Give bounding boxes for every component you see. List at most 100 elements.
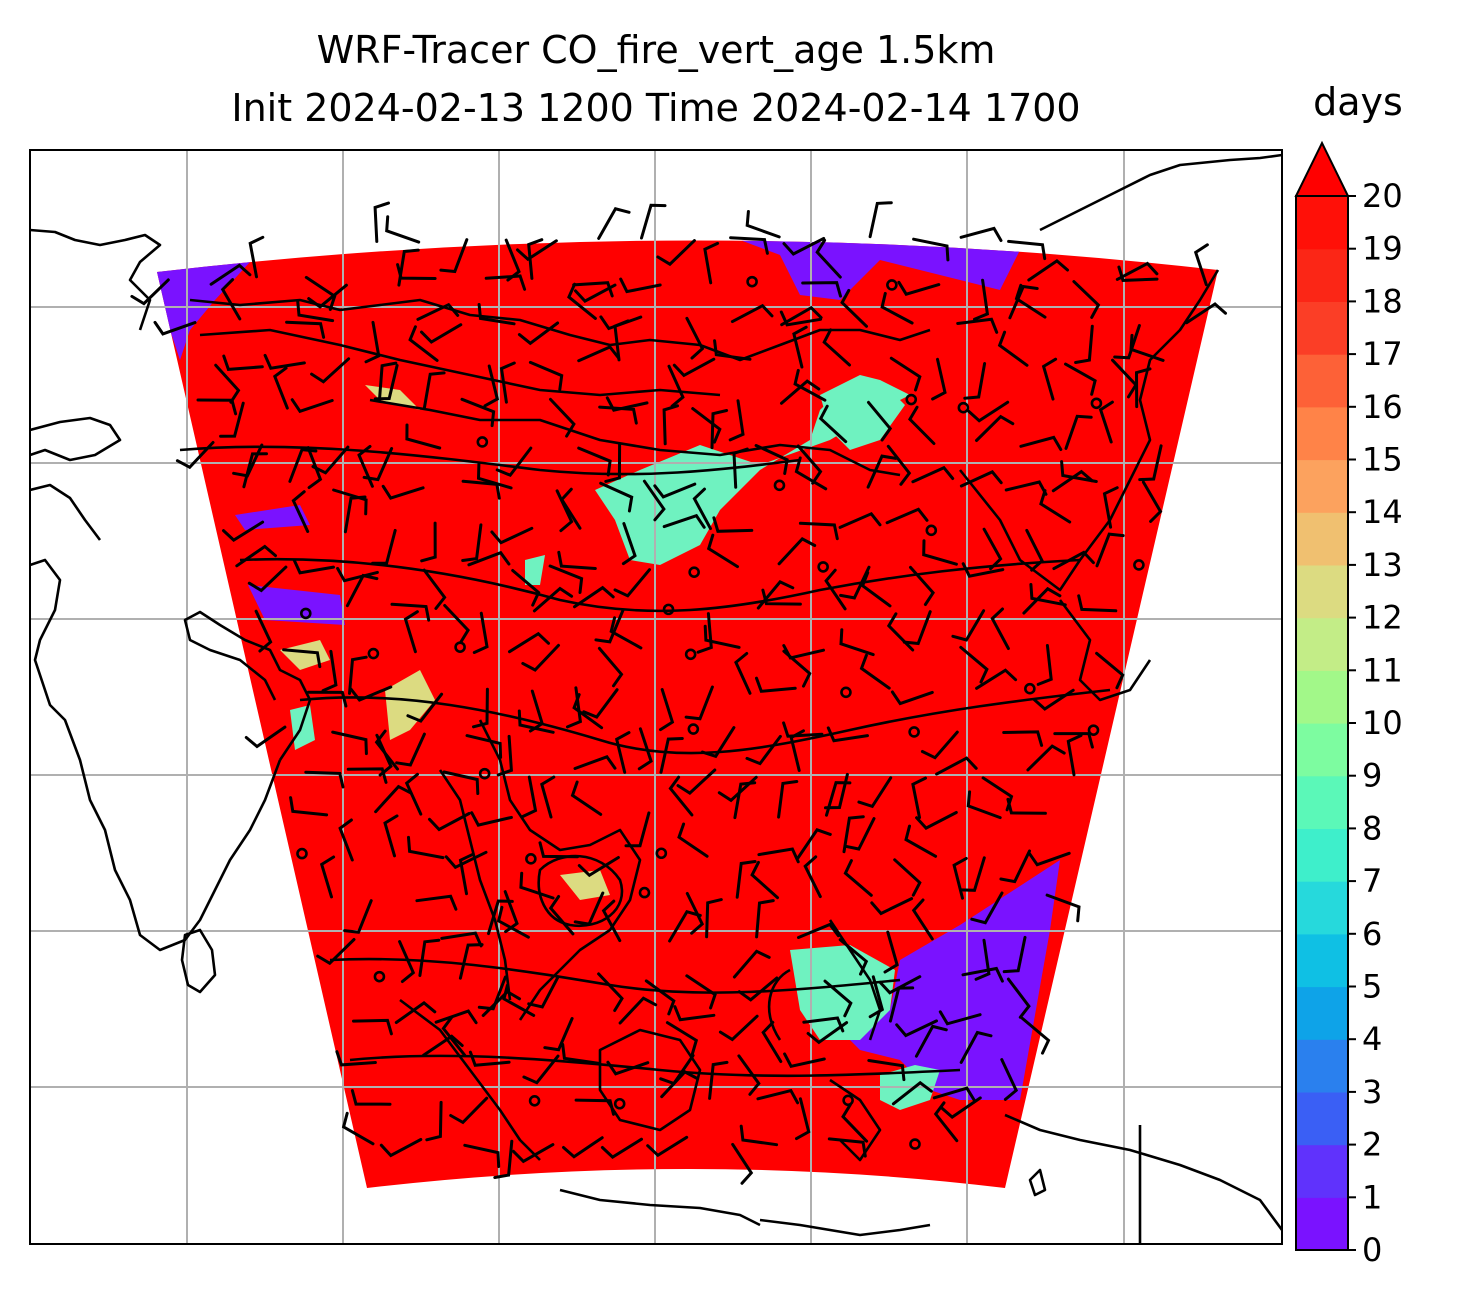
- wind-barb: [573, 891, 605, 926]
- wind-barb: [843, 859, 873, 897]
- wind-barb: [420, 521, 437, 563]
- wind-barb: [242, 452, 268, 489]
- calm-wind-circle: [454, 641, 466, 653]
- wind-barb: [733, 781, 757, 820]
- wind-barb: [859, 653, 891, 690]
- wind-barb: [511, 569, 541, 607]
- wind-barb: [825, 781, 852, 817]
- wind-barb: [374, 729, 399, 771]
- wind-barb: [952, 856, 968, 900]
- wind-barb: [961, 562, 1005, 578]
- wind-barb: [967, 400, 1010, 423]
- model-domain: [157, 240, 1218, 1188]
- colorbar-segment: [1296, 881, 1348, 935]
- wind-barb: [909, 565, 935, 606]
- wind-barb: [885, 507, 929, 525]
- colorbar-tick-label: 9: [1362, 757, 1382, 795]
- wind-barb: [685, 316, 705, 360]
- wind-barb: [973, 278, 990, 321]
- colorbar-tick-label: 16: [1362, 388, 1403, 426]
- wind-barb: [407, 835, 445, 860]
- wind-barb: [618, 996, 658, 1025]
- colorbar-segment: [1296, 1197, 1348, 1251]
- wind-barb: [538, 841, 579, 859]
- wind-barb: [739, 1124, 779, 1147]
- wind-barb: [677, 822, 709, 858]
- wind-barb: [705, 898, 723, 939]
- calm-wind-circle: [688, 566, 700, 578]
- wind-barb: [1129, 333, 1165, 362]
- wind-barb: [961, 966, 1004, 983]
- wind-barb: [1117, 265, 1159, 282]
- wind-barb: [521, 775, 538, 818]
- wind-barb: [364, 320, 381, 364]
- wind-barb: [676, 768, 717, 795]
- calm-wind-circle: [1133, 559, 1145, 571]
- wind-barb: [463, 1143, 501, 1168]
- wind-barb: [756, 1088, 800, 1105]
- wind-barb: [493, 1139, 514, 1179]
- wind-barb: [653, 482, 697, 499]
- calm-wind-circle: [957, 401, 970, 414]
- wind-barb: [418, 938, 441, 977]
- coastlines: [30, 153, 1282, 1244]
- wind-barb: [573, 585, 615, 609]
- wind-barb: [891, 1080, 933, 1106]
- wind-barb: [1008, 284, 1039, 320]
- wind-barb: [335, 1050, 377, 1067]
- wind-barb: [398, 940, 416, 983]
- wind-barb: [597, 646, 624, 688]
- wind-barb: [1077, 594, 1118, 613]
- wind-barb: [196, 398, 238, 416]
- wind-barb: [508, 631, 550, 654]
- wind-barb: [458, 852, 475, 896]
- wind-barb: [1029, 583, 1067, 607]
- wind-barb: [613, 319, 630, 362]
- wind-barb: [883, 930, 899, 974]
- coast-java: [559, 1188, 761, 1227]
- wind-barb: [599, 481, 634, 513]
- colorbar-segment: [1296, 459, 1348, 513]
- wind-barb: [1027, 259, 1069, 282]
- wind-barb: [703, 624, 741, 649]
- calm-wind-circle: [296, 847, 308, 860]
- wind-barb: [572, 693, 604, 730]
- wind-barb: [656, 239, 696, 267]
- wind-barb: [755, 899, 775, 939]
- wind-barb: [1066, 734, 1083, 777]
- colorbar-segment: [1296, 196, 1348, 250]
- coast-small-island: [1028, 1168, 1047, 1197]
- wind-barb: [990, 607, 1010, 650]
- wind-barb: [838, 511, 882, 529]
- map-frame: [29, 149, 1283, 1245]
- coast-srilanka: [180, 928, 217, 994]
- wind-barb: [822, 328, 851, 367]
- wind-barb: [878, 975, 922, 995]
- wind-barb: [296, 299, 335, 323]
- colorbar-tick-label: 12: [1362, 599, 1403, 637]
- wind-barb: [425, 1100, 443, 1142]
- wind-barb: [306, 690, 348, 708]
- wind-barb: [408, 325, 439, 362]
- wind-barb: [567, 282, 597, 320]
- wind-barb: [729, 236, 769, 255]
- wind-barb: [1032, 688, 1075, 711]
- wind-barb: [248, 235, 265, 279]
- calm-wind-circle: [1087, 724, 1100, 736]
- wind-barb: [703, 241, 720, 285]
- wind-barb: [624, 811, 651, 848]
- wind-barb: [1138, 444, 1163, 482]
- wind-barb: [734, 652, 752, 695]
- calm-wind-circle: [655, 847, 668, 860]
- coast-sulawesi: [829, 1078, 882, 1162]
- wind-barb: [609, 616, 643, 650]
- wind-barb: [696, 612, 713, 654]
- wind-barb: [465, 734, 503, 759]
- wind-barb: [642, 479, 666, 522]
- wind-barb: [868, 201, 893, 239]
- wind-barb: [422, 371, 446, 410]
- wind-barb: [422, 568, 447, 610]
- calm-wind-circle: [925, 524, 938, 537]
- wind-barb: [782, 721, 824, 738]
- wind-barb: [574, 1098, 615, 1116]
